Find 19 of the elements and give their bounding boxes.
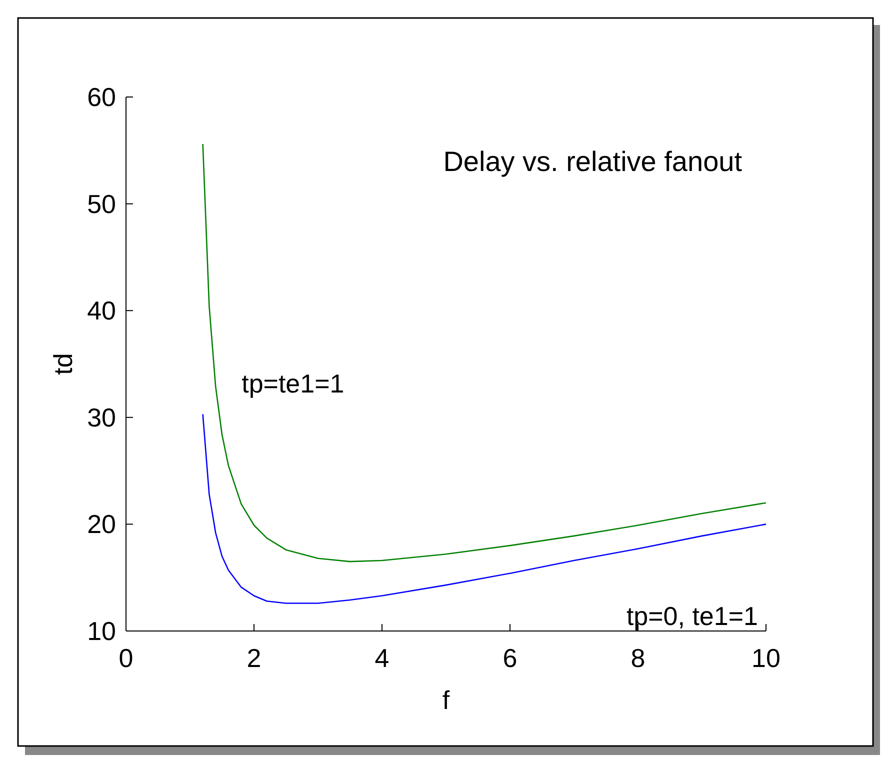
y-axis-title: td — [48, 353, 78, 375]
series-label: tp=0, te1=1 — [626, 601, 758, 631]
line-series — [202, 143, 767, 562]
x-tick-label: 6 — [502, 643, 518, 673]
y-tick-label: 60 — [87, 82, 116, 112]
x-tick-label: 2 — [246, 643, 262, 673]
line-series — [202, 414, 767, 604]
y-tick-label: 30 — [87, 402, 116, 432]
x-tick-label: 4 — [374, 643, 390, 673]
text: Delay vs. relative fanout — [443, 146, 742, 177]
series-label: tp=te1=1 — [242, 368, 344, 398]
x-tick-label: 8 — [630, 643, 646, 673]
y-tick-label: 20 — [87, 509, 116, 540]
x-tick-label: 10 — [752, 643, 780, 673]
x-axis-title: f — [442, 685, 450, 715]
y-tick-label: 50 — [87, 188, 116, 219]
x-tick-label: 0 — [118, 643, 134, 673]
y-tick-label: 10 — [87, 616, 116, 646]
y-tick-label: 40 — [87, 296, 116, 326]
